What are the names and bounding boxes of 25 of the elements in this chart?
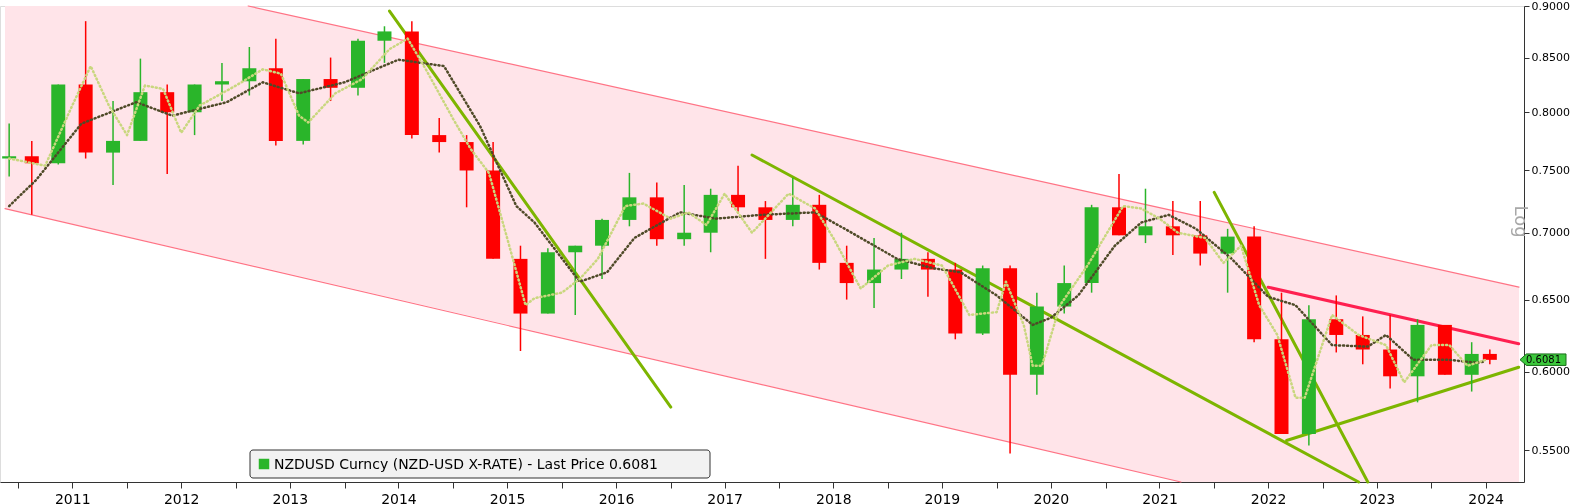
x-tick-label: 2016 [598, 490, 635, 504]
x-tick-label: 2019 [924, 490, 961, 504]
x-tick-label: 2018 [815, 490, 852, 504]
x-tick-label: 2022 [1250, 490, 1287, 504]
x-tick-label: 2024 [1468, 490, 1505, 504]
y-tick-label: 0.6500 [1531, 293, 1570, 307]
x-tick-label: 2021 [1142, 490, 1178, 504]
x-tick-label: 2020 [1033, 490, 1070, 504]
x-tick-label: 2013 [272, 490, 309, 504]
annotation: 0.6081 [1526, 353, 1561, 365]
x-tick-label: 2015 [489, 490, 526, 504]
legend-label: NZDUSD Curncy (NZD-USD X-RATE) - Last Price 0.6081 [274, 456, 659, 472]
x-tick-label: 2023 [1359, 490, 1396, 504]
y-tick-label: 0.5500 [1531, 443, 1570, 457]
x-tick-label: 2011 [54, 490, 91, 504]
y-tick-label: 0.8000 [1531, 105, 1570, 119]
y-tick-label: 0.6000 [1531, 365, 1570, 379]
y-tick-label: 0.8500 [1531, 51, 1570, 65]
y-tick-label: 0.9000 [1531, 0, 1570, 13]
x-tick-label: 2012 [163, 490, 200, 504]
x-tick-label: 2017 [707, 490, 743, 504]
x-tick-label: 2014 [381, 490, 417, 504]
y-tick-label: 0.7000 [1531, 226, 1570, 240]
y-axis-title: Log [1510, 205, 1532, 238]
y-tick-label: 0.7500 [1531, 163, 1570, 177]
